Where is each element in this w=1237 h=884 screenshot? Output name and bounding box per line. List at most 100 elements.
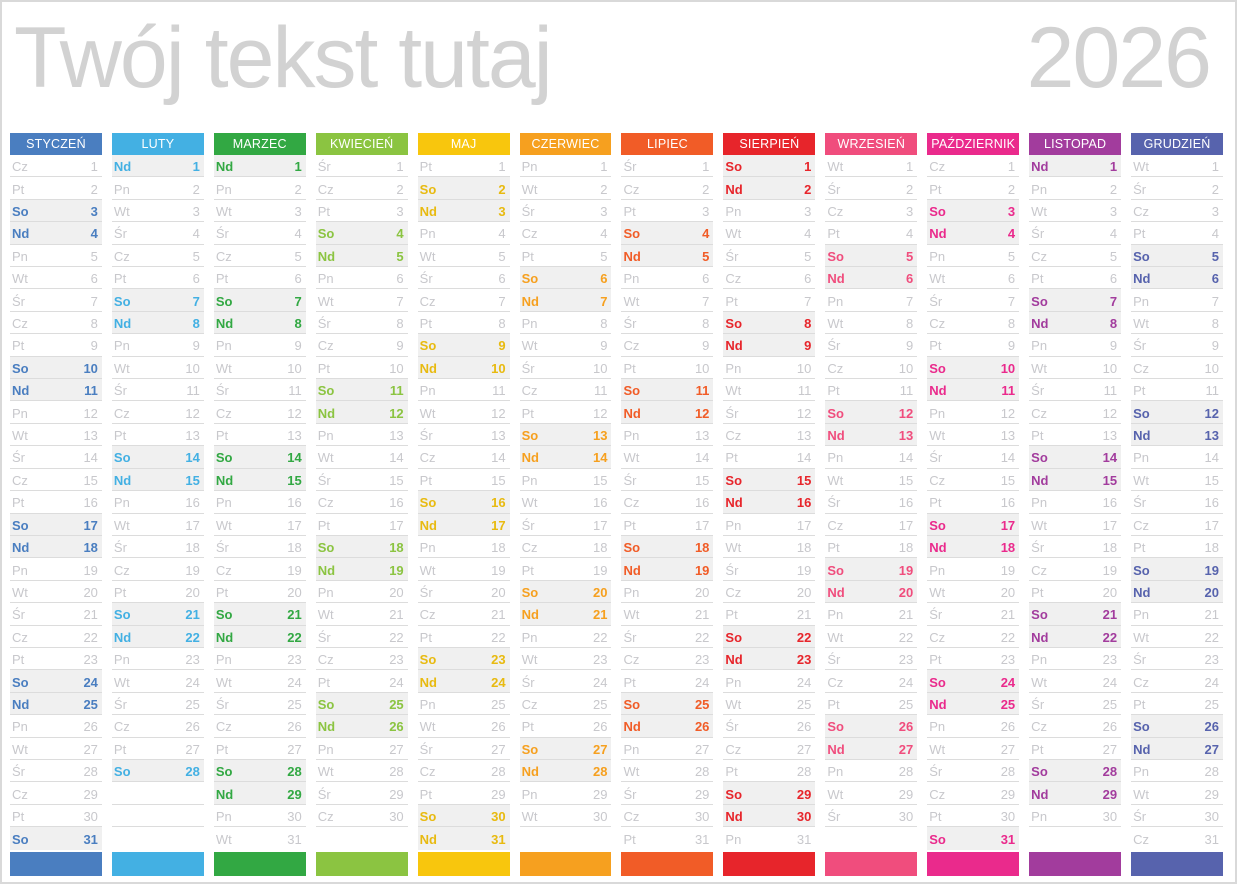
day-number: 3 [1109, 204, 1118, 220]
day-row: Wt 14 [621, 446, 714, 469]
day-row: Śr 22 [315, 626, 408, 648]
day-row: Wt 20 [927, 581, 1020, 604]
day-label: Pn [623, 271, 640, 287]
day-label: Pn [521, 786, 538, 802]
day-label: Nd [215, 159, 234, 175]
day-row: Cz 15 [927, 469, 1020, 492]
day-number: 3 [294, 204, 302, 220]
day-number: 2 [192, 181, 200, 197]
day-number: 14 [185, 450, 200, 466]
day-number: 21 [389, 607, 404, 623]
day-number: 26 [593, 719, 608, 735]
month-color-bar [213, 851, 306, 876]
day-number: 30 [287, 808, 302, 824]
day-label: Pn [215, 181, 232, 197]
day-number: 23 [185, 652, 200, 668]
day-row: Pt 15 [417, 469, 510, 492]
day-label: Pt [215, 428, 229, 444]
day-row: Nd 31 [417, 827, 510, 850]
month-color-bar [1131, 851, 1223, 876]
day-number: 6 [1109, 271, 1118, 287]
day-label: Cz [725, 428, 742, 444]
day-row: Cz 11 [519, 379, 612, 402]
day-row: Wt 8 [1131, 312, 1223, 335]
day-row: Nd 19 [315, 558, 408, 581]
day-label: Nd [521, 607, 539, 623]
day-number: 5 [192, 248, 200, 264]
day-row: Pt 24 [315, 670, 408, 693]
day-row: Śr 1 [621, 155, 714, 178]
day-label: Cz [419, 764, 436, 780]
day-number: 24 [1102, 674, 1118, 690]
day-number: 16 [83, 495, 98, 511]
day-row: Śr 14 [927, 446, 1020, 469]
day-number: 12 [694, 405, 710, 421]
day-label: Nd [929, 226, 947, 242]
day-number: 8 [600, 316, 608, 332]
day-number: 17 [491, 517, 506, 533]
day-label: So [419, 652, 437, 668]
day-row: Cz 25 [519, 693, 612, 716]
day-number: 7 [1007, 293, 1016, 309]
day-number: 2 [1211, 181, 1219, 197]
day-number: 11 [492, 383, 506, 399]
day-label: Śr [929, 607, 943, 623]
day-label: Wt [521, 495, 538, 511]
day-row: Pn 1 [519, 155, 612, 178]
day-row: Wt 7 [621, 289, 714, 312]
day-row: Pn 19 [10, 558, 102, 581]
day-row: Nd 28 [519, 759, 612, 783]
month-header: CZERWIEC [519, 133, 612, 155]
day-row: Nd 1 [1029, 155, 1122, 178]
day-row: Śr 16 [825, 491, 918, 514]
day-label: Śr [827, 338, 841, 354]
month-color-bar [825, 851, 918, 876]
month-header: SIERPIEŃ [723, 133, 816, 155]
day-number: 27 [898, 741, 914, 757]
day-label: Śr [1031, 540, 1045, 556]
day-label: Nd [1133, 584, 1151, 600]
day-row: Cz 13 [723, 424, 816, 447]
day-label: So [113, 607, 131, 623]
day-number: 19 [185, 562, 200, 578]
day-label: Śr [623, 472, 637, 488]
day-number: 15 [898, 472, 914, 488]
day-row: So 14 [1029, 446, 1122, 469]
day-row: Cz 9 [621, 334, 714, 357]
day-number: 22 [287, 629, 302, 645]
day-number: 16 [1000, 495, 1016, 511]
day-label: Pt [929, 652, 942, 668]
day-row: Wt 7 [315, 289, 408, 312]
day-label: Pt [113, 271, 127, 287]
empty-day-row [825, 827, 917, 849]
day-number: 20 [1204, 584, 1219, 600]
day-label: Cz [113, 248, 130, 264]
day-row: Wt 3 [1029, 200, 1122, 223]
day-number: 19 [593, 562, 608, 578]
day-label: So [419, 181, 437, 197]
day-label: So [317, 226, 335, 242]
day-row: Śr 2 [825, 177, 918, 200]
day-label: Pt [521, 562, 534, 578]
day-label: Cz [113, 719, 130, 735]
day-number: 20 [185, 584, 200, 600]
day-number: 7 [90, 293, 98, 309]
day-label: Pn [113, 338, 130, 354]
day-number: 25 [491, 696, 506, 712]
day-number: 1 [906, 159, 914, 175]
day-row: Śr 22 [621, 626, 714, 648]
day-row: Pn 6 [621, 267, 714, 290]
day-label: Nd [1031, 786, 1049, 802]
day-row: Nd 5 [621, 244, 714, 268]
day-row: Cz 9 [315, 334, 408, 357]
day-row: So 28 [213, 759, 306, 783]
day-number: 11 [84, 383, 98, 399]
day-row: So 16 [417, 491, 510, 514]
day-row: Śr 20 [417, 581, 510, 604]
day-number: 31 [83, 831, 98, 847]
day-row: Nd 25 [10, 692, 102, 716]
day-label: Wt [929, 271, 946, 287]
day-number: 10 [796, 360, 812, 376]
day-row: Cz 8 [927, 312, 1020, 335]
day-row: So 26 [825, 715, 918, 738]
